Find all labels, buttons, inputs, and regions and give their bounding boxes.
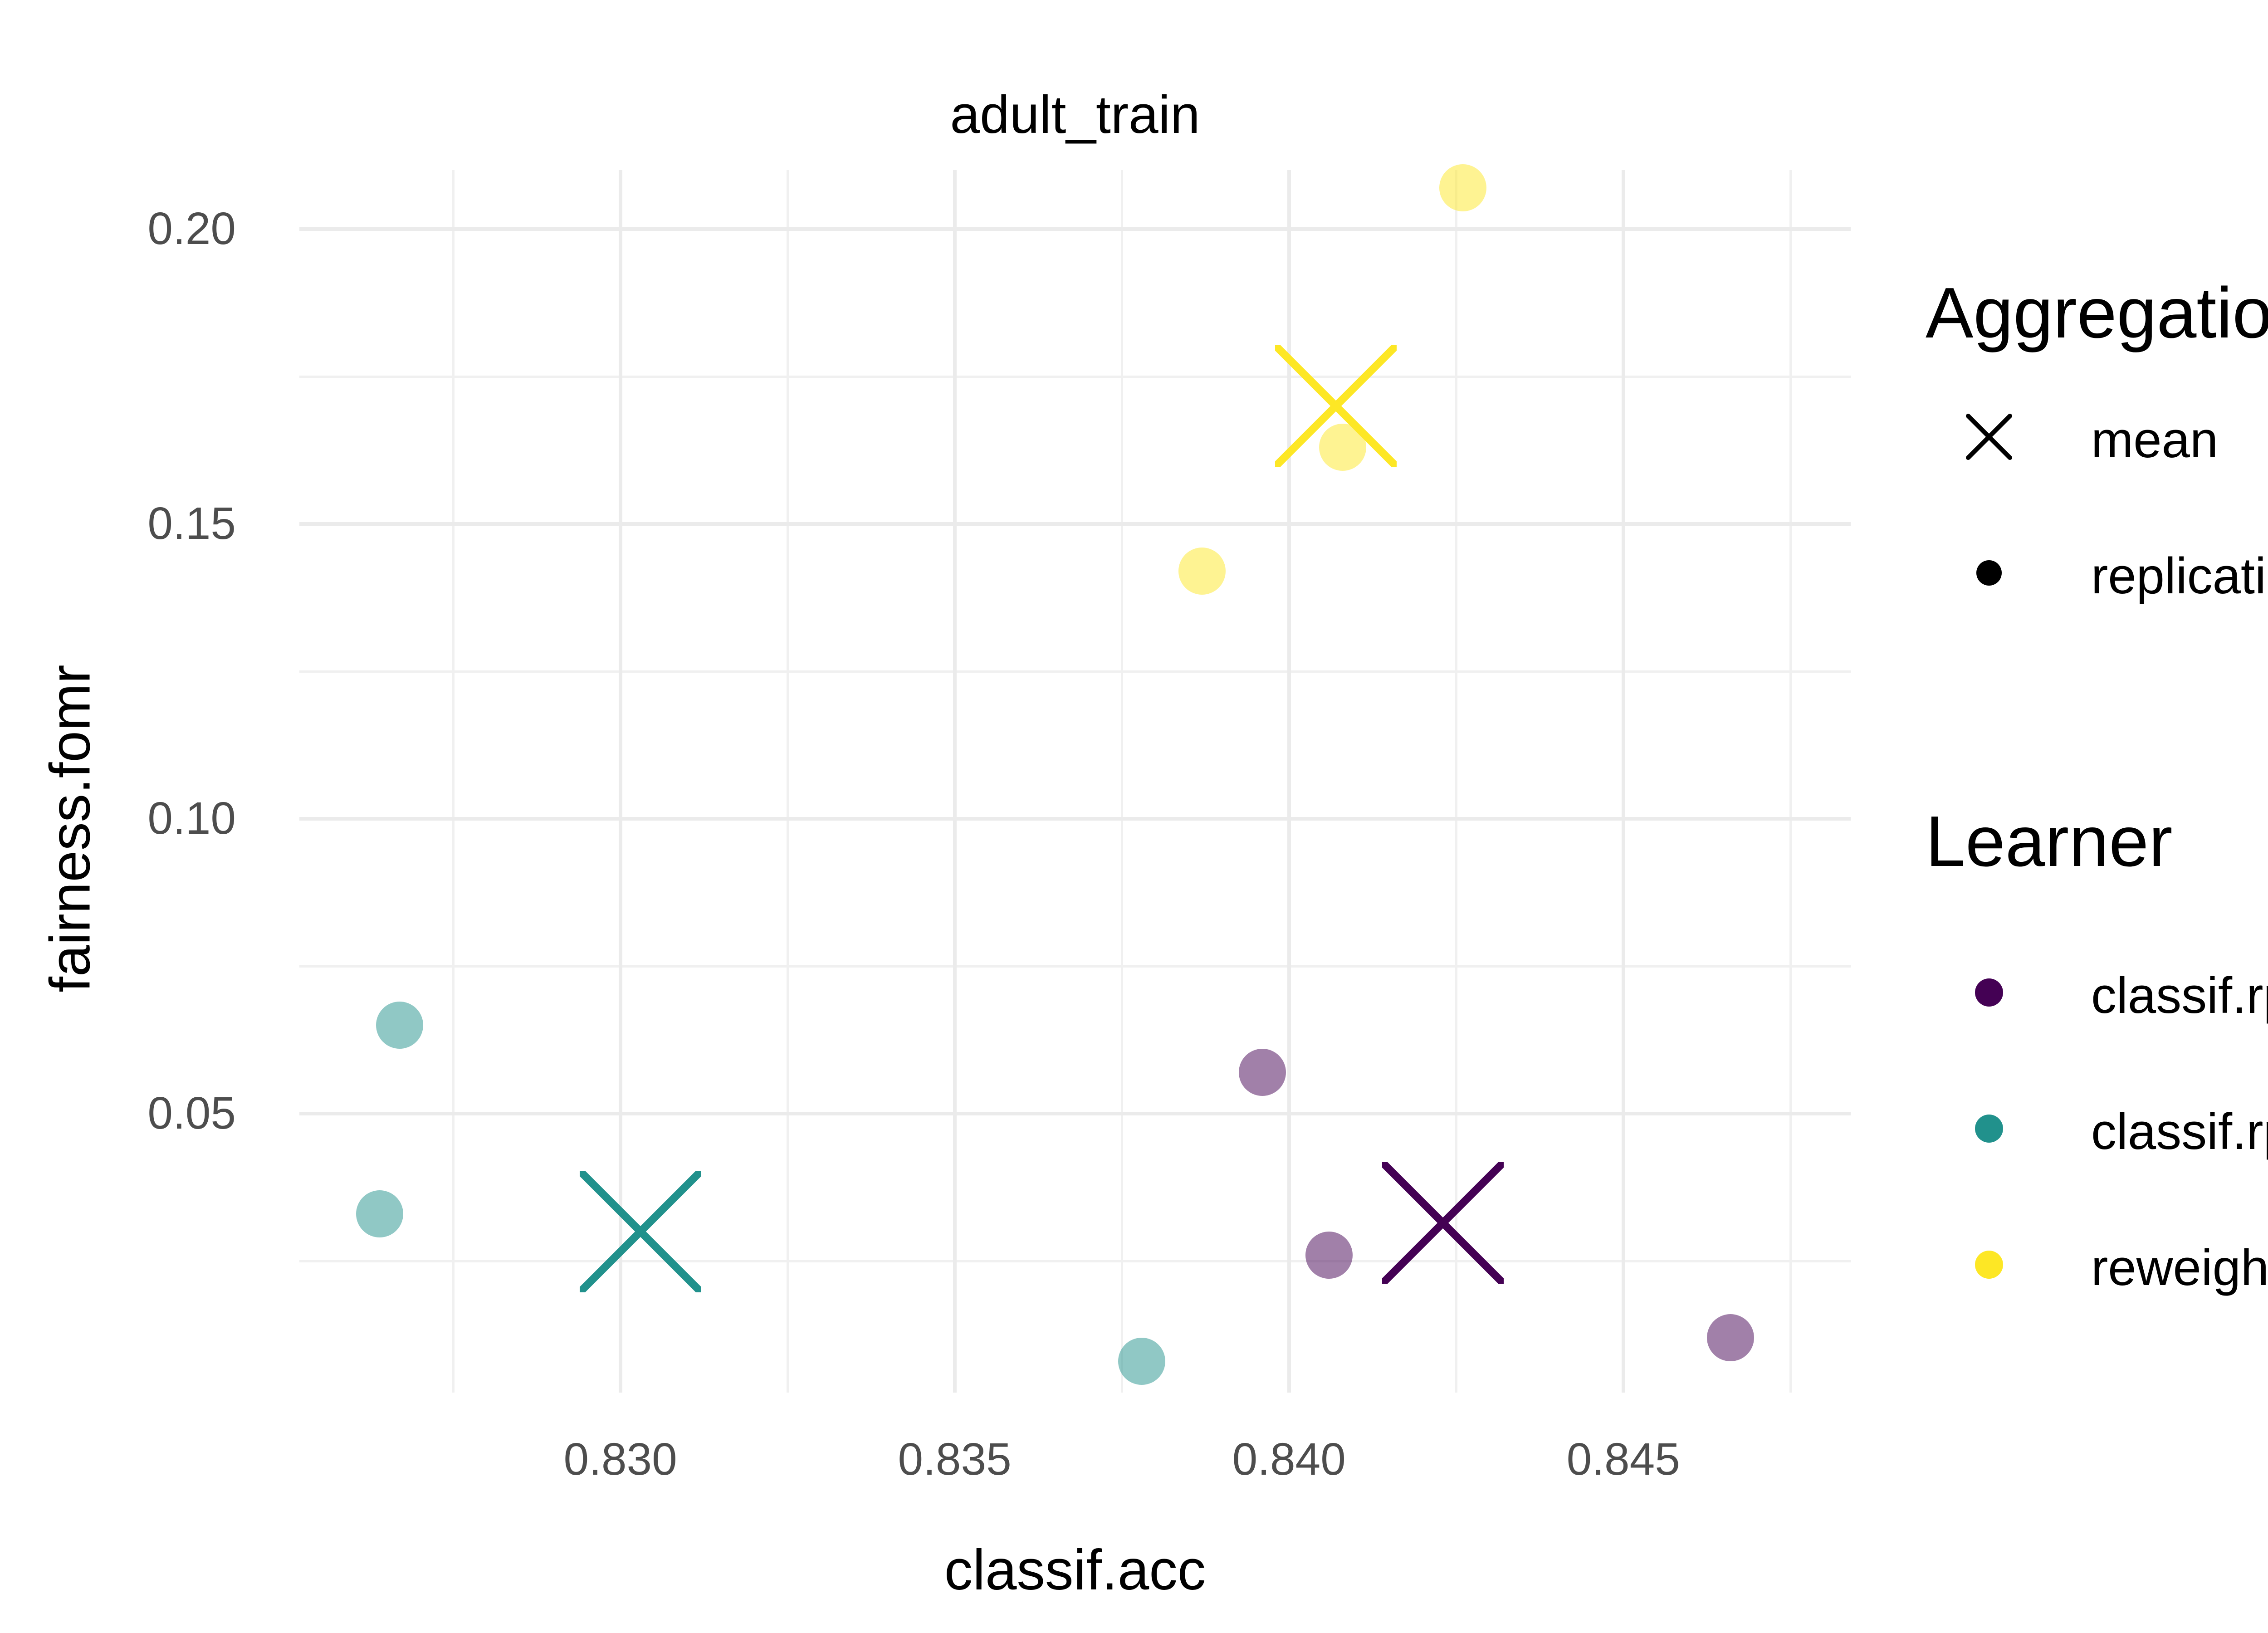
aggregation-legend-item-label: mean: [2091, 411, 2219, 468]
y-major-gridline: [299, 522, 1851, 526]
y-tick-label: 0.15: [147, 498, 236, 549]
replication-point: [1439, 164, 1486, 211]
y-minor-gridline: [299, 965, 1851, 968]
replication-point: [1706, 1314, 1754, 1362]
y-tick-label: 0.20: [147, 203, 236, 254]
x-minor-gridline: [1455, 170, 1458, 1393]
x-tick-label: 0.840: [1232, 1434, 1346, 1485]
x-major-gridline: [953, 170, 957, 1393]
x-major-gridline: [1287, 170, 1291, 1393]
replication-point: [1305, 1232, 1353, 1279]
y-minor-gridline: [299, 670, 1851, 673]
y-minor-gridline: [299, 1260, 1851, 1263]
x-tick-label: 0.835: [898, 1434, 1012, 1485]
mean-x-mark: [1274, 344, 1398, 468]
mean-x-mark: [578, 1169, 703, 1294]
replication-point: [1238, 1049, 1286, 1096]
x-tick-label: 0.845: [1566, 1434, 1680, 1485]
filled-dot-icon: [1976, 560, 2002, 586]
learner-legend-title: Learner: [1926, 802, 2173, 881]
replication-point: [376, 1002, 424, 1049]
replication-point: [356, 1190, 403, 1238]
y-major-gridline: [299, 227, 1851, 231]
x-minor-gridline: [1789, 170, 1792, 1393]
y-major-gridline: [299, 1112, 1851, 1116]
replication-point: [1118, 1338, 1166, 1385]
learner-legend-item-label: classif.rpart: [2091, 967, 2268, 1024]
replication-point: [1178, 548, 1226, 595]
aggregation-legend-item-label: replication: [2091, 548, 2268, 604]
x-minor-gridline: [452, 170, 455, 1393]
y-major-gridline: [299, 817, 1851, 821]
x-major-gridline: [1621, 170, 1625, 1393]
filled-dot-icon: [1975, 1115, 2003, 1143]
x-axis-title: classif.acc: [944, 1539, 1206, 1602]
aggregation-legend-title: Aggregation: [1926, 273, 2268, 353]
learner-legend-item-label: reweighing_wts.classif.rpart: [2091, 1239, 2268, 1296]
x-mark-icon: [1965, 413, 2013, 460]
x-major-gridline: [618, 170, 622, 1393]
mean-x-mark: [1381, 1161, 1505, 1285]
x-minor-gridline: [1121, 170, 1124, 1393]
filled-dot-icon: [1975, 1251, 2003, 1279]
learner-legend-item-label: classif.rpart.EOd: [2091, 1103, 2268, 1160]
x-tick-label: 0.830: [563, 1434, 677, 1485]
y-minor-gridline: [299, 376, 1851, 378]
y-tick-label: 0.10: [147, 793, 236, 844]
y-tick-label: 0.05: [147, 1088, 236, 1139]
x-minor-gridline: [787, 170, 789, 1393]
plot-title: adult_train: [950, 85, 1200, 145]
filled-dot-icon: [1975, 978, 2003, 1007]
